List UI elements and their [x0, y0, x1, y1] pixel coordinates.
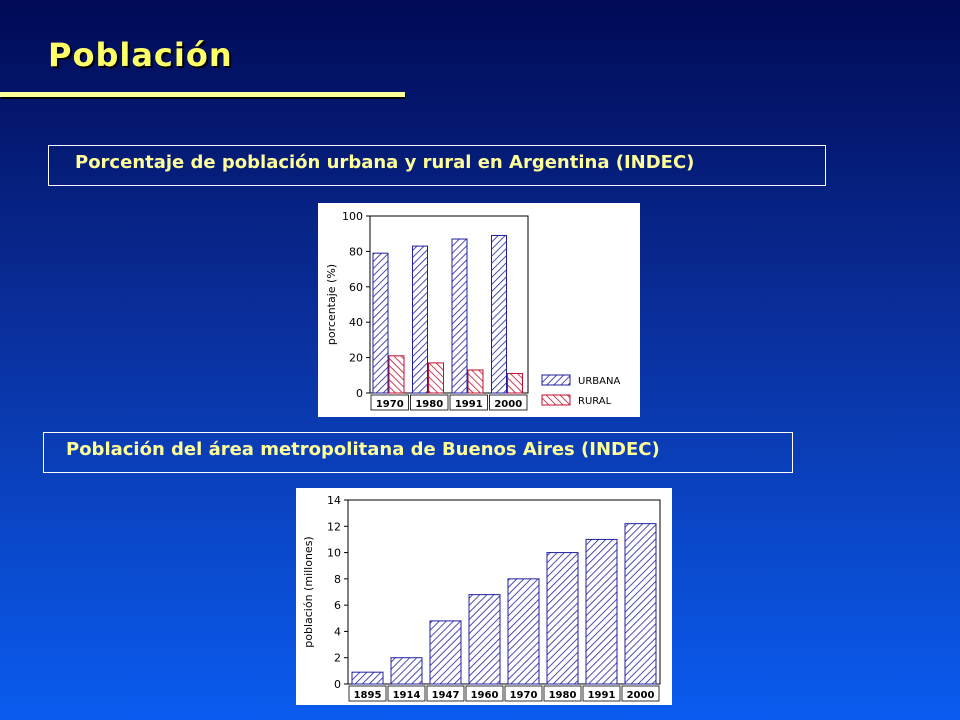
y-tick-label: 8 — [334, 573, 341, 586]
bar-value-1895 — [351, 671, 384, 685]
x-tick-box — [348, 685, 387, 702]
x-tick-box — [426, 685, 465, 702]
bar-rural-1980 — [428, 362, 444, 394]
y-axis-label: población (millones) — [302, 536, 315, 647]
y-tick-label: 4 — [334, 625, 341, 638]
x-tick-box — [621, 685, 660, 702]
y-tick-label: 2 — [334, 652, 341, 665]
buenos-aires-chart-panel: 0 2 4 6 8 10 12 14 población (millones) 1895 1914 1… — [296, 488, 672, 705]
x-tick-label: 1991 — [455, 399, 483, 410]
y-tick-label: 14 — [327, 494, 341, 507]
title-underline — [0, 92, 405, 97]
x-tick-label: 1991 — [588, 690, 616, 701]
x-tick-box — [504, 685, 543, 702]
bar-urbana-1970 — [372, 252, 389, 394]
y-tick-label: 20 — [349, 352, 363, 365]
legend-swatch-urbana — [541, 374, 571, 386]
slide-title: Población — [48, 36, 233, 74]
x-tick-box — [489, 394, 528, 411]
x-tick-label: 1980 — [415, 399, 443, 410]
buenos-aires-population-chart: 0 2 4 6 8 10 12 14 población (millones) 1895 1914 1… — [302, 494, 661, 702]
x-tick-label: 1970 — [510, 690, 538, 701]
bar-value-1991 — [585, 538, 618, 685]
x-tick-label: 1895 — [354, 690, 382, 701]
bar-rural-1970 — [388, 355, 405, 394]
urban-rural-chart-panel: 0 20 40 60 80 100 porcentaje (%) 1970 1980 1991 20… — [318, 203, 640, 417]
bar-value-1947 — [429, 620, 462, 685]
x-tick-label: 1914 — [393, 690, 421, 701]
legend-label-urbana: URBANA — [578, 376, 620, 387]
y-tick-label: 100 — [342, 210, 363, 223]
y-axis-label: porcentaje (%) — [325, 264, 338, 345]
plot-area-border — [347, 499, 661, 685]
y-tick-label: 40 — [349, 316, 363, 329]
x-tick-label: 1947 — [432, 690, 460, 701]
chart2-caption: Población del área metropolitana de Buen… — [43, 432, 793, 473]
bar-value-1980 — [546, 552, 579, 685]
y-tick-label: 10 — [327, 547, 341, 560]
bar-rural-2000 — [507, 373, 523, 394]
y-tick-label: 12 — [327, 520, 341, 533]
bar-value-1970 — [507, 578, 540, 685]
y-tick-label: 80 — [349, 245, 363, 258]
y-tick-label: 0 — [334, 678, 341, 691]
x-tick-label: 2000 — [627, 690, 655, 701]
bar-value-1960 — [468, 594, 501, 685]
x-tick-label: 1980 — [549, 690, 577, 701]
legend-swatch-rural — [541, 394, 571, 406]
bar-rural-1991 — [467, 369, 484, 394]
legend-label-rural: RURAL — [578, 396, 612, 407]
x-tick-box — [465, 685, 504, 702]
x-tick-box — [449, 394, 488, 411]
x-tick-label: 2000 — [494, 399, 522, 410]
bar-value-1914 — [390, 657, 423, 685]
x-tick-box — [582, 685, 621, 702]
x-tick-box — [387, 685, 426, 702]
y-tick-label: 0 — [356, 387, 363, 400]
x-tick-label: 1960 — [471, 690, 499, 701]
x-tick-box — [410, 394, 449, 411]
y-tick-label: 6 — [334, 599, 341, 612]
chart1-caption: Porcentaje de población urbana y rural e… — [48, 145, 826, 186]
plot-area-border — [369, 215, 529, 394]
urban-rural-chart: 0 20 40 60 80 100 porcentaje (%) 1970 1980 1991 20… — [325, 210, 620, 411]
bar-urbana-1980 — [412, 245, 428, 394]
x-tick-box — [543, 685, 582, 702]
bar-value-2000 — [624, 523, 657, 685]
y-tick-label: 60 — [349, 281, 363, 294]
bar-urbana-2000 — [491, 234, 507, 394]
x-tick-box — [370, 394, 409, 411]
bar-urbana-1991 — [451, 238, 468, 394]
x-tick-label: 1970 — [376, 399, 404, 410]
